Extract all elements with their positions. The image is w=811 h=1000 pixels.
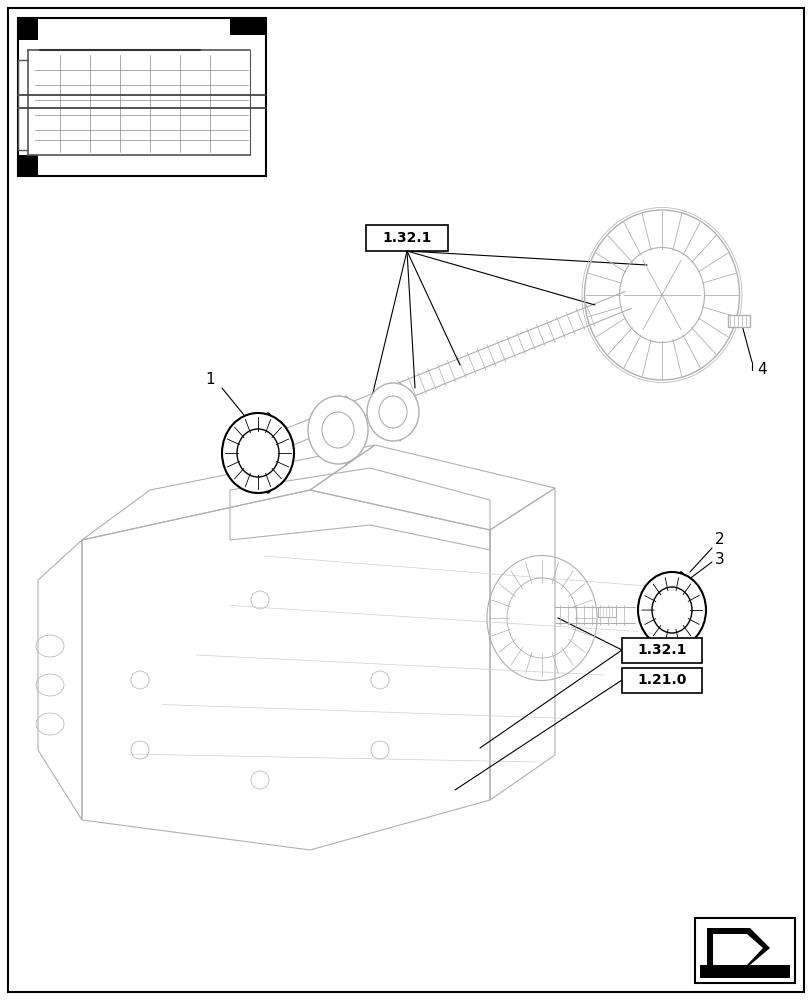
Polygon shape	[712, 934, 762, 965]
Ellipse shape	[260, 413, 275, 493]
Polygon shape	[18, 155, 38, 176]
Polygon shape	[18, 18, 38, 40]
Polygon shape	[699, 965, 789, 978]
Ellipse shape	[307, 396, 367, 464]
Polygon shape	[706, 928, 769, 965]
Bar	[621, 638, 702, 663]
Ellipse shape	[221, 413, 294, 493]
Text: 3: 3	[714, 552, 724, 568]
Bar	[366, 225, 448, 251]
Bar	[597, 607, 616, 617]
Bar	[18, 18, 266, 176]
Text: 1.21.0: 1.21.0	[637, 674, 686, 688]
Ellipse shape	[394, 383, 405, 441]
Ellipse shape	[340, 396, 351, 464]
Text: 1.32.1: 1.32.1	[637, 644, 686, 658]
Ellipse shape	[367, 383, 418, 441]
Text: 1: 1	[205, 372, 215, 387]
Text: 4: 4	[756, 362, 766, 377]
Polygon shape	[230, 18, 266, 35]
Ellipse shape	[637, 572, 705, 648]
Bar	[694, 918, 794, 983]
Text: 1.32.1: 1.32.1	[382, 231, 431, 245]
Ellipse shape	[673, 572, 687, 648]
Bar	[727, 315, 749, 327]
Text: 2: 2	[714, 532, 724, 548]
Bar	[621, 668, 702, 693]
